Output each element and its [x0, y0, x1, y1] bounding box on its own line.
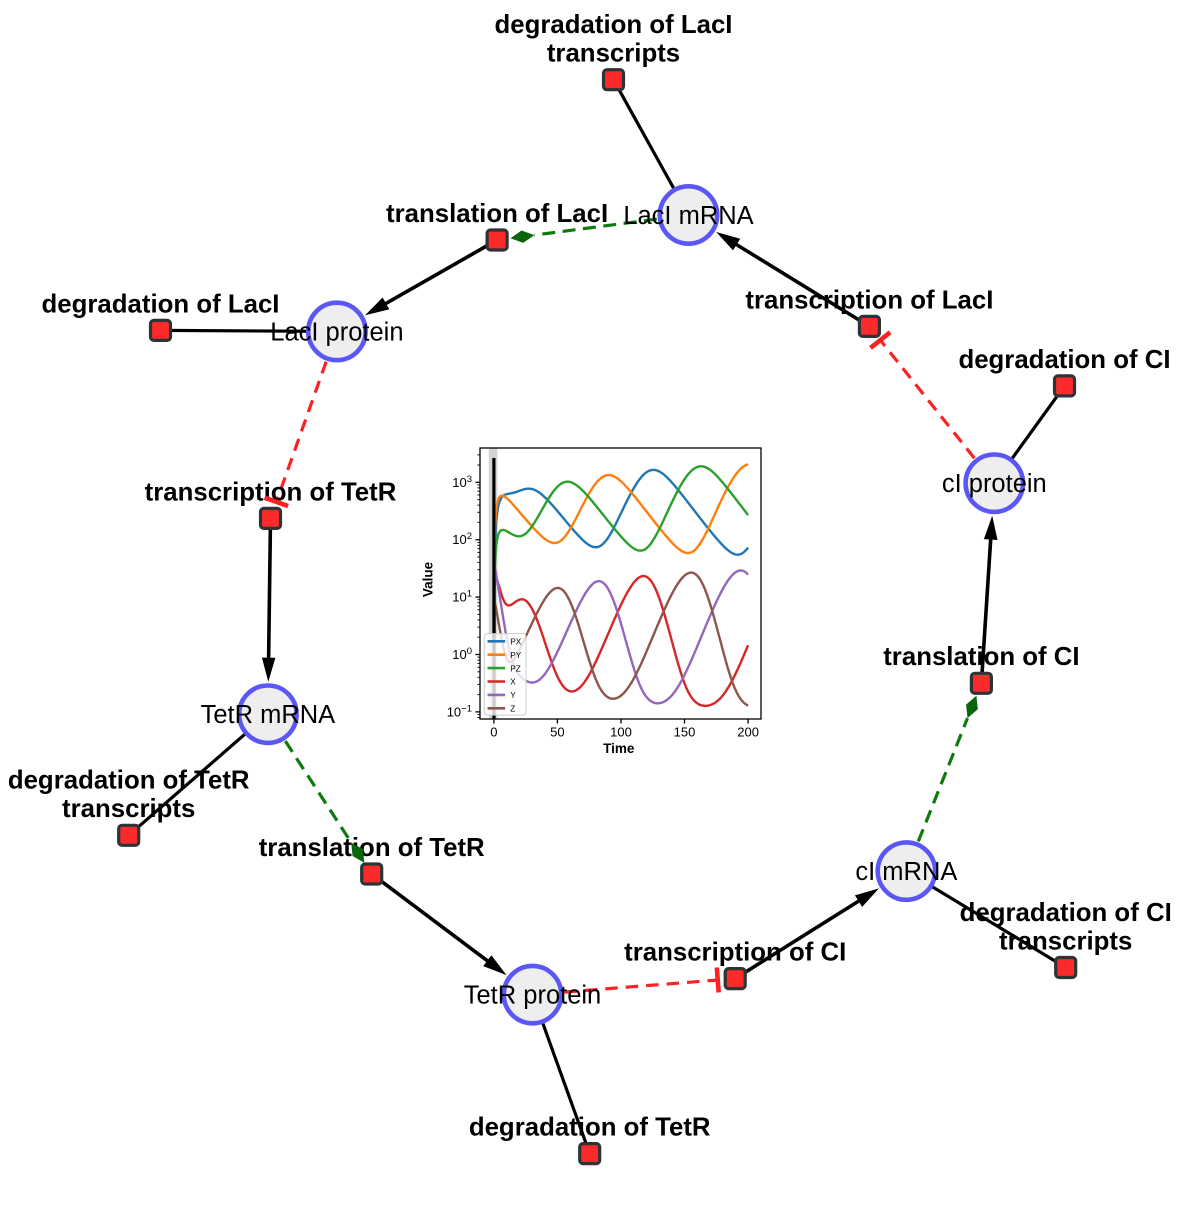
svg-text:translation of LacI: translation of LacI [386, 200, 608, 228]
svg-text:TetR mRNA: TetR mRNA [201, 701, 336, 729]
svg-text:transcripts: transcripts [62, 795, 195, 823]
svg-text:transcription of CI: transcription of CI [624, 939, 846, 967]
svg-text:LacI mRNA: LacI mRNA [623, 202, 753, 230]
svg-text:Z: Z [510, 705, 515, 714]
svg-text:cI protein: cI protein [942, 470, 1047, 498]
svg-text:200: 200 [737, 725, 759, 740]
svg-text:PZ: PZ [510, 664, 520, 673]
svg-text:translation of TetR: translation of TetR [259, 834, 485, 862]
svg-text:transcription of LacI: transcription of LacI [745, 286, 993, 314]
svg-text:0: 0 [490, 725, 497, 740]
svg-text:Time: Time [603, 741, 635, 756]
svg-text:cI mRNA: cI mRNA [855, 858, 957, 886]
svg-text:transcripts: transcripts [999, 927, 1132, 955]
svg-text:X: X [510, 678, 516, 687]
svg-text:translation of CI: translation of CI [883, 643, 1079, 671]
svg-text:100: 100 [610, 725, 632, 740]
svg-text:degradation of CI: degradation of CI [960, 899, 1172, 927]
svg-text:degradation of CI: degradation of CI [958, 346, 1170, 374]
svg-text:Y: Y [510, 691, 516, 700]
svg-text:150: 150 [674, 725, 696, 740]
svg-text:PX: PX [510, 638, 521, 647]
svg-text:TetR protein: TetR protein [464, 982, 602, 1010]
svg-text:LacI protein: LacI protein [270, 318, 403, 346]
svg-text:degradation of LacI: degradation of LacI [495, 11, 733, 39]
svg-text:50: 50 [550, 725, 564, 740]
svg-text:transcripts: transcripts [547, 40, 680, 68]
svg-text:degradation of LacI: degradation of LacI [42, 290, 280, 318]
svg-text:degradation of TetR: degradation of TetR [8, 767, 250, 795]
svg-text:degradation of TetR: degradation of TetR [469, 1114, 711, 1142]
svg-text:PY: PY [510, 651, 521, 660]
svg-text:Value: Value [421, 561, 436, 597]
